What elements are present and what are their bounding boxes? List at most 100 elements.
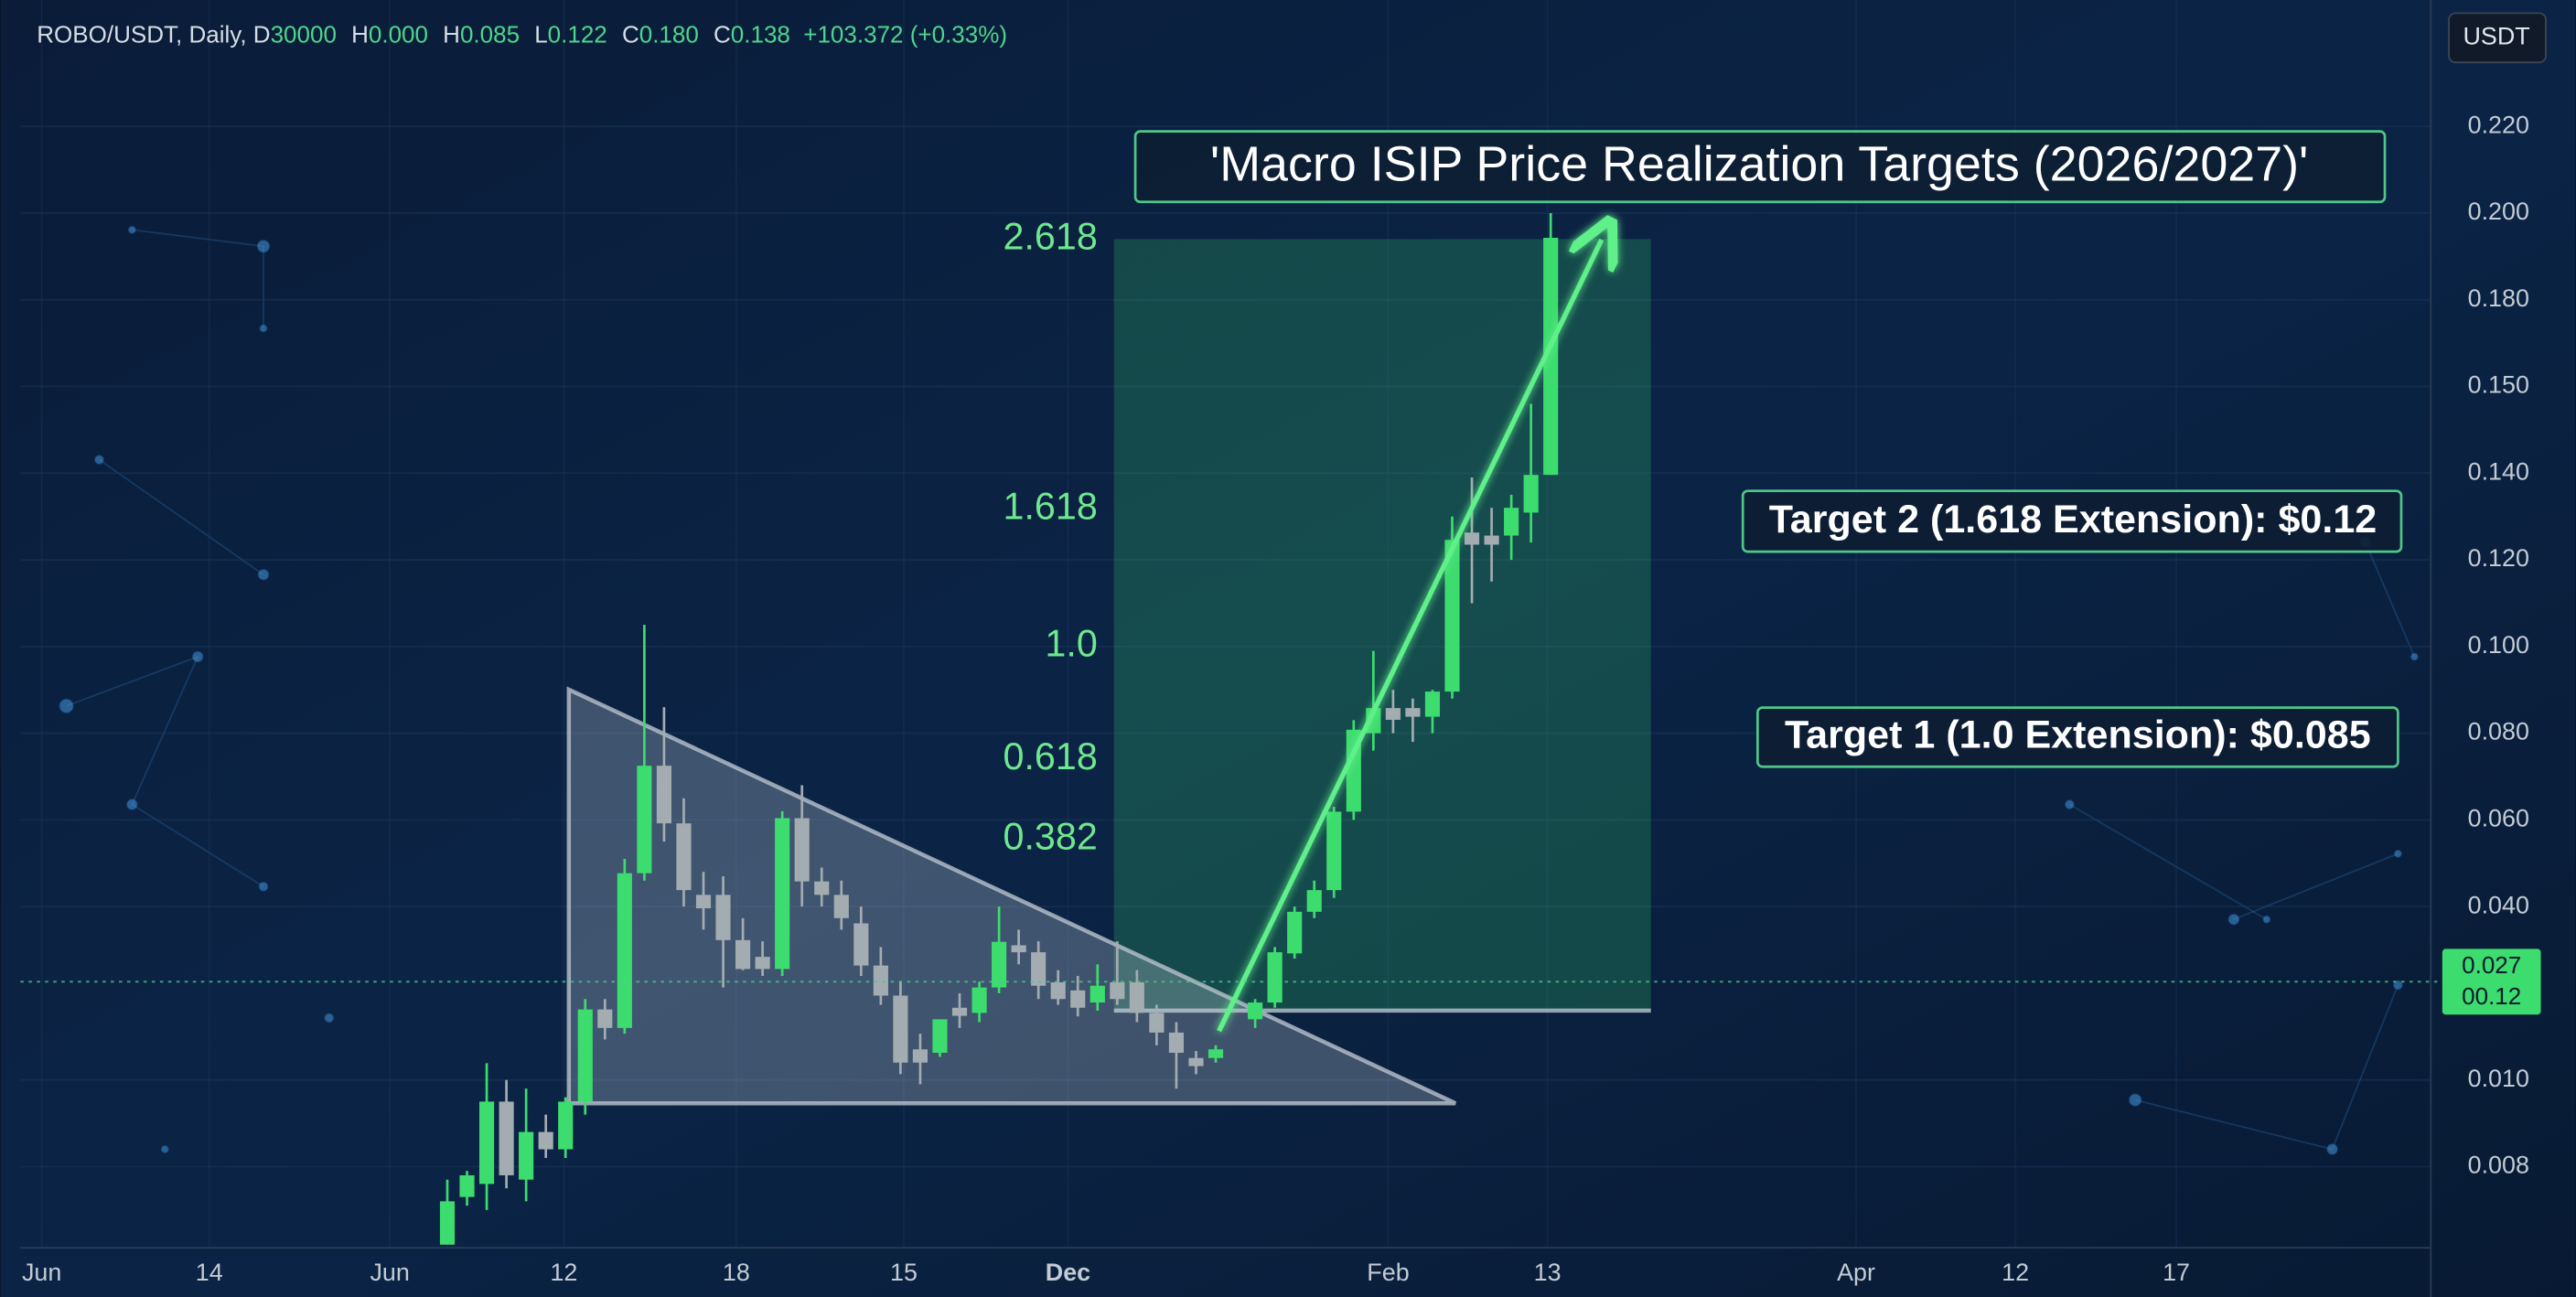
candle-body: [1031, 952, 1046, 986]
y-tick-label: 0.180: [2468, 284, 2529, 312]
candle-body: [992, 941, 1007, 988]
candle-body: [597, 1009, 613, 1028]
x-tick-label: Jun: [22, 1259, 61, 1286]
candle-body: [519, 1131, 534, 1180]
candle-body: [1444, 540, 1460, 692]
y-tick-label: 0.040: [2468, 891, 2529, 918]
target-1: Target 1 (1.0 Extension): $0.085: [1676, 706, 2399, 768]
title-box: 'Macro ISIP Price Realization Targets (2…: [1133, 130, 2387, 204]
candle-body: [1424, 691, 1441, 717]
candle-body: [775, 818, 790, 970]
y-tick-label: 0.010: [2468, 1065, 2529, 1092]
x-tick-label: Feb: [1367, 1259, 1409, 1286]
x-tick-label: 13: [1534, 1259, 1562, 1286]
header-legend: ROBO/USDT, Daily, D30000 H0.000 H0.085 L0.12…: [37, 20, 1007, 48]
x-tick-label: 12: [2002, 1259, 2029, 1286]
candle-body: [1405, 708, 1421, 717]
fib-label: 0.618: [1004, 735, 1098, 777]
field-value: 0.180: [639, 20, 699, 48]
candle-body: [538, 1131, 553, 1150]
candle-body: [1208, 1049, 1224, 1058]
candle-body: [558, 1101, 574, 1150]
candle-body: [893, 995, 908, 1063]
candle-body: [617, 873, 632, 1028]
network-decoration: [59, 225, 2419, 1155]
candle-body: [637, 766, 652, 874]
change: +103.372 (+0.33%): [803, 20, 1007, 48]
candle-body: [1149, 1013, 1165, 1033]
candle-body: [1326, 811, 1342, 891]
field-key: H: [351, 20, 369, 48]
y-tick-label: 0.060: [2468, 805, 2529, 832]
candle-body: [1070, 990, 1086, 1008]
field-key: L: [534, 20, 547, 48]
currency-label[interactable]: USDT: [2463, 22, 2529, 49]
annotation: Target 2 (1.618 Extension): $0.12: [1769, 498, 2377, 541]
fib-label: 2.618: [1004, 215, 1098, 257]
candle-body: [1011, 945, 1026, 953]
candle-body: [656, 766, 672, 824]
candle-body: [715, 895, 731, 940]
y-tick-label: 0.200: [2468, 198, 2529, 225]
candles: [439, 212, 1559, 1245]
x-tick-label: Jun: [370, 1259, 409, 1286]
candle-body: [1543, 237, 1559, 476]
candle-body: [833, 895, 849, 918]
candle-body: [853, 923, 869, 966]
field-key: D: [253, 20, 271, 48]
candle-body: [794, 818, 810, 882]
annotation: Target 1 (1.0 Extension): $0.085: [1785, 713, 2371, 756]
trend-arrow: [1217, 240, 1602, 1033]
candle-body: [499, 1101, 514, 1175]
candle-body: [1484, 535, 1499, 545]
price-tag: [2442, 949, 2541, 1015]
field-value: 30000: [271, 20, 337, 48]
symbol: ROBO/USDT, Daily,: [37, 20, 246, 48]
price-tag-label: 0.027: [2462, 951, 2521, 979]
fib-levels: 2.618 1.618 1.0 0.618 0.382: [1004, 215, 1651, 1013]
price-tag-label: 00.12: [2462, 982, 2521, 1010]
x-tick-label: Apr: [1837, 1259, 1875, 1286]
candle-body: [1129, 981, 1144, 1013]
candle-body: [1267, 952, 1283, 1003]
candle-body: [912, 1049, 928, 1063]
fib-zone: [1113, 239, 1651, 1011]
candle-body: [676, 823, 692, 891]
target-2: Target 2 (1.618 Extension): $0.12: [1669, 489, 2403, 553]
candle-body: [1504, 508, 1519, 536]
field-value: 0.000: [369, 20, 428, 48]
candle-body: [1523, 475, 1539, 513]
candle-body: [1464, 532, 1480, 545]
candle-body: [971, 987, 987, 1013]
current-price: 0.027 00.12: [20, 949, 2541, 1015]
field-value: 0.085: [460, 20, 520, 48]
x-tick-label: 14: [196, 1259, 223, 1286]
field-key: C: [714, 20, 731, 48]
candle-body: [951, 1007, 968, 1016]
x-tick-label: 12: [550, 1259, 577, 1286]
candle-body: [1287, 911, 1303, 954]
y-tick-label: 0.120: [2468, 544, 2529, 572]
fib-label: 1.618: [1004, 486, 1098, 528]
y-tick-label: 0.150: [2468, 371, 2529, 399]
candle-body: [1188, 1057, 1204, 1067]
candle-body: [1110, 981, 1125, 1000]
y-tick-label: 0.140: [2468, 457, 2529, 485]
currency-button[interactable]: USDT: [2448, 12, 2547, 64]
y-tick-label: 0.080: [2468, 718, 2529, 745]
candle-body: [1248, 1002, 1263, 1020]
candle-body: [755, 957, 770, 970]
candle-body: [873, 965, 888, 996]
candle-body: [1306, 890, 1322, 912]
x-tick-label: 17: [2163, 1259, 2190, 1286]
candle-body: [459, 1174, 475, 1197]
candle-body: [1050, 981, 1066, 1000]
candle-body: [1385, 708, 1401, 720]
candle-body: [932, 1019, 948, 1054]
y-tick-label: 0.220: [2468, 111, 2529, 138]
y-tick-label: 0.008: [2468, 1152, 2529, 1179]
candle-body: [439, 1201, 456, 1245]
x-tick-label: Dec: [1046, 1259, 1090, 1286]
candle-body: [735, 939, 751, 970]
field-value: 0.122: [548, 20, 607, 48]
